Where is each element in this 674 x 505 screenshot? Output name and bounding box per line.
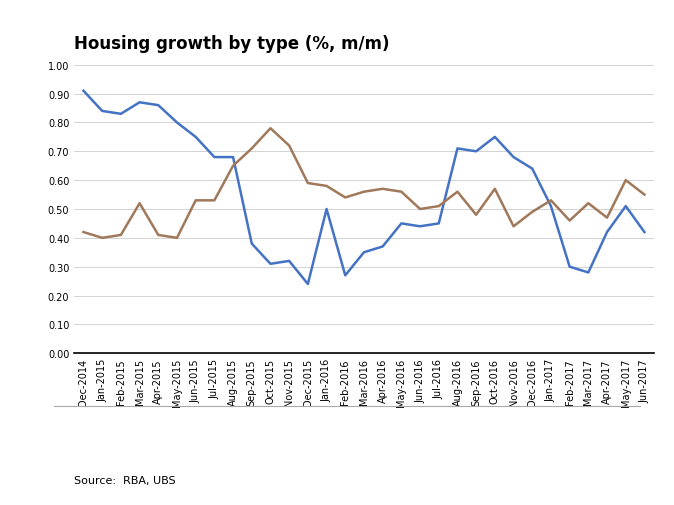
Owner occupied credit growth (%, monthly) bbox=[397, 189, 405, 195]
Owner occupied credit growth (%, monthly) bbox=[98, 235, 106, 241]
Owner occupied credit growth (%, monthly) bbox=[565, 218, 574, 224]
Owner occupied credit growth (%, monthly) bbox=[454, 189, 462, 195]
Line: Owner occupied credit growth (%, monthly): Owner occupied credit growth (%, monthly… bbox=[84, 129, 644, 238]
Investor credit growth (%, monthly) bbox=[416, 224, 424, 230]
Investor credit growth (%, monthly) bbox=[435, 221, 443, 227]
Investor credit growth (%, monthly) bbox=[472, 149, 480, 155]
Investor credit growth (%, monthly) bbox=[191, 134, 200, 140]
Owner occupied credit growth (%, monthly) bbox=[191, 198, 200, 204]
Text: Housing growth by type (%, m/m): Housing growth by type (%, m/m) bbox=[74, 35, 390, 53]
Line: Investor credit growth (%, monthly): Investor credit growth (%, monthly) bbox=[84, 91, 644, 284]
Owner occupied credit growth (%, monthly) bbox=[360, 189, 368, 195]
Investor credit growth (%, monthly) bbox=[528, 166, 537, 172]
Investor credit growth (%, monthly) bbox=[547, 204, 555, 210]
Owner occupied credit growth (%, monthly) bbox=[135, 201, 144, 207]
Investor credit growth (%, monthly) bbox=[341, 273, 349, 279]
Investor credit growth (%, monthly) bbox=[117, 112, 125, 118]
Investor credit growth (%, monthly) bbox=[640, 230, 648, 236]
Investor credit growth (%, monthly) bbox=[360, 250, 368, 256]
Owner occupied credit growth (%, monthly) bbox=[210, 198, 218, 204]
Owner occupied credit growth (%, monthly) bbox=[154, 232, 162, 238]
Owner occupied credit growth (%, monthly) bbox=[323, 183, 331, 189]
Investor credit growth (%, monthly) bbox=[397, 221, 405, 227]
Investor credit growth (%, monthly) bbox=[491, 134, 499, 140]
Owner occupied credit growth (%, monthly) bbox=[603, 215, 611, 221]
Owner occupied credit growth (%, monthly) bbox=[435, 204, 443, 210]
Investor credit growth (%, monthly) bbox=[621, 204, 630, 210]
Owner occupied credit growth (%, monthly) bbox=[117, 232, 125, 238]
Owner occupied credit growth (%, monthly) bbox=[584, 201, 592, 207]
Owner occupied credit growth (%, monthly) bbox=[491, 186, 499, 192]
Investor credit growth (%, monthly) bbox=[323, 207, 331, 213]
Investor credit growth (%, monthly) bbox=[304, 281, 312, 287]
Owner occupied credit growth (%, monthly) bbox=[341, 195, 349, 201]
Investor credit growth (%, monthly) bbox=[510, 155, 518, 161]
Investor credit growth (%, monthly) bbox=[584, 270, 592, 276]
Text: Source:  RBA, UBS: Source: RBA, UBS bbox=[74, 475, 176, 485]
Investor credit growth (%, monthly) bbox=[379, 244, 387, 250]
Investor credit growth (%, monthly) bbox=[135, 100, 144, 106]
Owner occupied credit growth (%, monthly) bbox=[248, 146, 256, 152]
Investor credit growth (%, monthly) bbox=[454, 146, 462, 152]
Owner occupied credit growth (%, monthly) bbox=[472, 212, 480, 218]
Owner occupied credit growth (%, monthly) bbox=[80, 230, 88, 236]
Investor credit growth (%, monthly) bbox=[173, 120, 181, 126]
Investor credit growth (%, monthly) bbox=[603, 230, 611, 236]
Owner occupied credit growth (%, monthly) bbox=[416, 207, 424, 213]
Investor credit growth (%, monthly) bbox=[266, 261, 274, 267]
Owner occupied credit growth (%, monthly) bbox=[621, 178, 630, 184]
Owner occupied credit growth (%, monthly) bbox=[640, 192, 648, 198]
Investor credit growth (%, monthly) bbox=[154, 103, 162, 109]
Investor credit growth (%, monthly) bbox=[248, 241, 256, 247]
Investor credit growth (%, monthly) bbox=[210, 155, 218, 161]
Investor credit growth (%, monthly) bbox=[80, 88, 88, 94]
Owner occupied credit growth (%, monthly) bbox=[547, 198, 555, 204]
Owner occupied credit growth (%, monthly) bbox=[173, 235, 181, 241]
Investor credit growth (%, monthly) bbox=[565, 264, 574, 270]
Investor credit growth (%, monthly) bbox=[285, 259, 293, 265]
Owner occupied credit growth (%, monthly) bbox=[266, 126, 274, 132]
Owner occupied credit growth (%, monthly) bbox=[379, 186, 387, 192]
Owner occupied credit growth (%, monthly) bbox=[528, 210, 537, 216]
Owner occupied credit growth (%, monthly) bbox=[510, 224, 518, 230]
Investor credit growth (%, monthly) bbox=[229, 155, 237, 161]
Owner occupied credit growth (%, monthly) bbox=[229, 164, 237, 170]
Owner occupied credit growth (%, monthly) bbox=[304, 181, 312, 187]
Owner occupied credit growth (%, monthly) bbox=[285, 143, 293, 149]
Investor credit growth (%, monthly) bbox=[98, 109, 106, 115]
